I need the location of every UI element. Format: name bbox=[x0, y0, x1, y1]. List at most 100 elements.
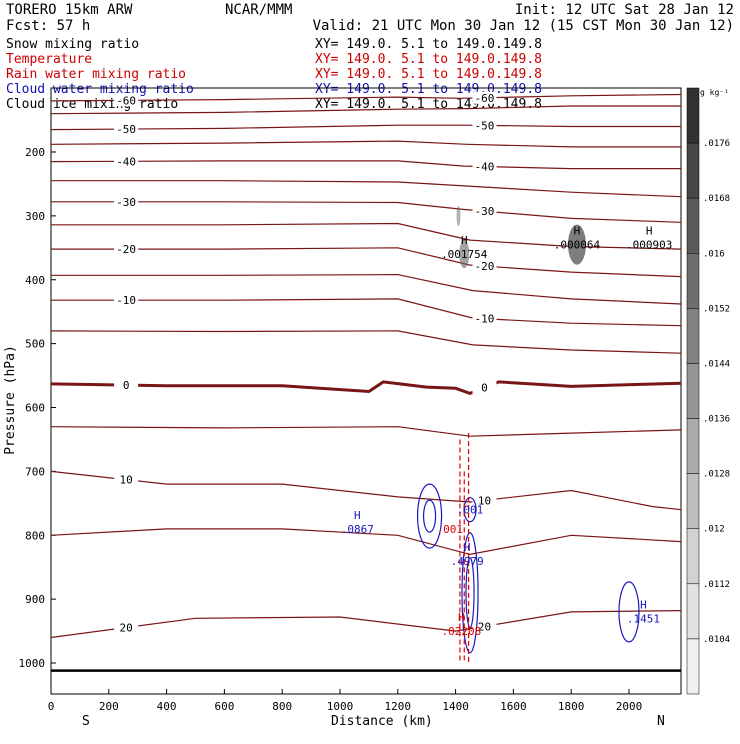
contour-label: -50 bbox=[475, 119, 495, 132]
cloud-water-center-marker: H bbox=[354, 509, 361, 522]
contour-label-bg bbox=[472, 381, 497, 394]
contour-label-bg bbox=[114, 94, 139, 107]
contour-label-bg bbox=[114, 243, 139, 256]
temperature-contour bbox=[51, 298, 682, 327]
contour-label: -40 bbox=[475, 161, 495, 174]
scale-swatch bbox=[686, 528, 700, 585]
scale-swatch bbox=[686, 638, 700, 695]
scale-swatch bbox=[686, 253, 700, 309]
contour-label: 10 bbox=[478, 494, 491, 507]
x-tick-label: 1200 bbox=[385, 700, 412, 713]
init-time: Init: 12 UTC Sat 28 Jan 12 bbox=[515, 2, 734, 18]
plot-frame bbox=[50, 87, 682, 695]
scale-swatch bbox=[686, 418, 700, 474]
y-tick-label: 1000 bbox=[19, 657, 46, 670]
contour-label: 0 bbox=[481, 382, 488, 395]
x-tick-label: 1400 bbox=[442, 700, 469, 713]
x-tick-label: 2000 bbox=[616, 700, 643, 713]
contour-label: -10 bbox=[116, 294, 136, 307]
forecast-hour: Fcst: 57 h bbox=[6, 18, 90, 34]
contour-label: -40 bbox=[116, 155, 136, 168]
y-tick-label: 800 bbox=[25, 529, 45, 542]
cloud-water-contour bbox=[416, 483, 443, 549]
contour-label: 20 bbox=[120, 621, 133, 634]
x-tick-label: 1600 bbox=[500, 700, 527, 713]
x-tick-label: 400 bbox=[157, 700, 177, 713]
scale-label: .016 bbox=[703, 249, 725, 259]
cloud-ice-center-marker: H bbox=[646, 225, 653, 238]
cloud-ice-shading bbox=[459, 240, 470, 269]
scale-label: .012 bbox=[703, 525, 725, 535]
shading-scale: g kg⁻¹ .0176 .0168 .016 .0152 .0144 .0136 .012… bbox=[686, 87, 730, 695]
x-tick-label: 600 bbox=[214, 700, 234, 713]
cloud-water-contour bbox=[618, 581, 640, 643]
contour-label: -20 bbox=[475, 260, 495, 273]
contour-label-bg bbox=[472, 205, 497, 218]
contour-label: 10 bbox=[120, 474, 133, 487]
contour-label: -20 bbox=[116, 243, 136, 256]
contour-label-bg bbox=[114, 123, 139, 136]
cloud-water-contour bbox=[463, 497, 477, 523]
plot-area: 0 200 400 600 800 1000 1200 1400 1600 1800 2000200… bbox=[19, 87, 682, 713]
temperature-contour bbox=[50, 140, 681, 148]
scale-label: .0112 bbox=[703, 580, 730, 590]
contour-label: -10 bbox=[475, 313, 495, 326]
field-xy: XY= 149.0. 5.1 to 149.0.149.8 bbox=[315, 82, 542, 97]
x-tick-label: 1000 bbox=[327, 700, 354, 713]
cloud-ice-center-value: .001754 bbox=[441, 248, 488, 261]
cloud-water-center-value: .001 bbox=[457, 504, 484, 517]
contour-label-bg bbox=[472, 260, 497, 273]
contour-label-bg bbox=[472, 160, 497, 173]
y-tick-label: 500 bbox=[25, 338, 45, 351]
contour-label-bg bbox=[114, 473, 139, 486]
scale-swatch bbox=[686, 363, 700, 419]
contour-label: -30 bbox=[475, 205, 495, 218]
center-name: NCAR/MMM bbox=[225, 2, 292, 18]
contour-label-bg bbox=[472, 119, 497, 132]
contour-label-bg bbox=[472, 91, 497, 104]
contour-label: -30 bbox=[116, 196, 136, 209]
field-xy: XY= 149.0. 5.1 to 149.0.149.8 bbox=[315, 37, 542, 52]
y-tick-label: 400 bbox=[25, 274, 45, 287]
temperature-contour bbox=[50, 610, 682, 639]
scale-swatch bbox=[686, 197, 700, 254]
contour-label-bg bbox=[114, 621, 139, 634]
contour-label: 0 bbox=[123, 379, 130, 392]
valid-time: Valid: 21 UTC Mon 30 Jan 12 (15 CST Mon … bbox=[313, 18, 734, 34]
y-tick-label: 900 bbox=[25, 593, 45, 606]
contour-label-bg bbox=[472, 620, 497, 633]
cloud-water-contour bbox=[461, 532, 479, 654]
field-name: Snow mixing ratio bbox=[6, 37, 139, 52]
scale-swatch bbox=[686, 87, 700, 144]
temperature-contour bbox=[51, 180, 682, 198]
contour-label: -60 bbox=[475, 92, 495, 105]
cloud-water-center-marker: H bbox=[464, 541, 471, 554]
cloud-water-center-marker: H bbox=[640, 598, 647, 611]
x-tick-label: 800 bbox=[272, 700, 292, 713]
field-name: Cloud ice mixing ratio bbox=[6, 97, 178, 112]
rain-center-value: .02208 bbox=[441, 625, 481, 638]
contour-label-bg bbox=[114, 155, 139, 168]
cloud-water-contour bbox=[465, 557, 475, 629]
cloud-ice-center-marker: H bbox=[574, 225, 581, 238]
contour-label-bg bbox=[472, 494, 497, 507]
x-tick-label: 0 bbox=[48, 700, 55, 713]
scale-label: .0128 bbox=[703, 470, 730, 480]
rain-center-marker: H bbox=[458, 611, 465, 624]
x-tick-label: 200 bbox=[99, 700, 119, 713]
contour-label-bg bbox=[114, 294, 139, 307]
y-tick-label: 300 bbox=[25, 210, 45, 223]
south-label: S bbox=[82, 714, 90, 729]
field-name: Temperature bbox=[6, 52, 92, 67]
y-tick-label: 600 bbox=[25, 402, 45, 415]
cloud-water-center-value: .0867 bbox=[341, 523, 374, 536]
temperature-contour bbox=[50, 330, 682, 354]
temperature-contour bbox=[51, 247, 682, 278]
contour-label: -60 bbox=[116, 94, 136, 107]
scale-swatch bbox=[686, 473, 700, 529]
scale-label: .0152 bbox=[703, 304, 730, 314]
cloud-water-center-value: .4979 bbox=[451, 555, 484, 568]
temperature-contour bbox=[50, 470, 682, 511]
